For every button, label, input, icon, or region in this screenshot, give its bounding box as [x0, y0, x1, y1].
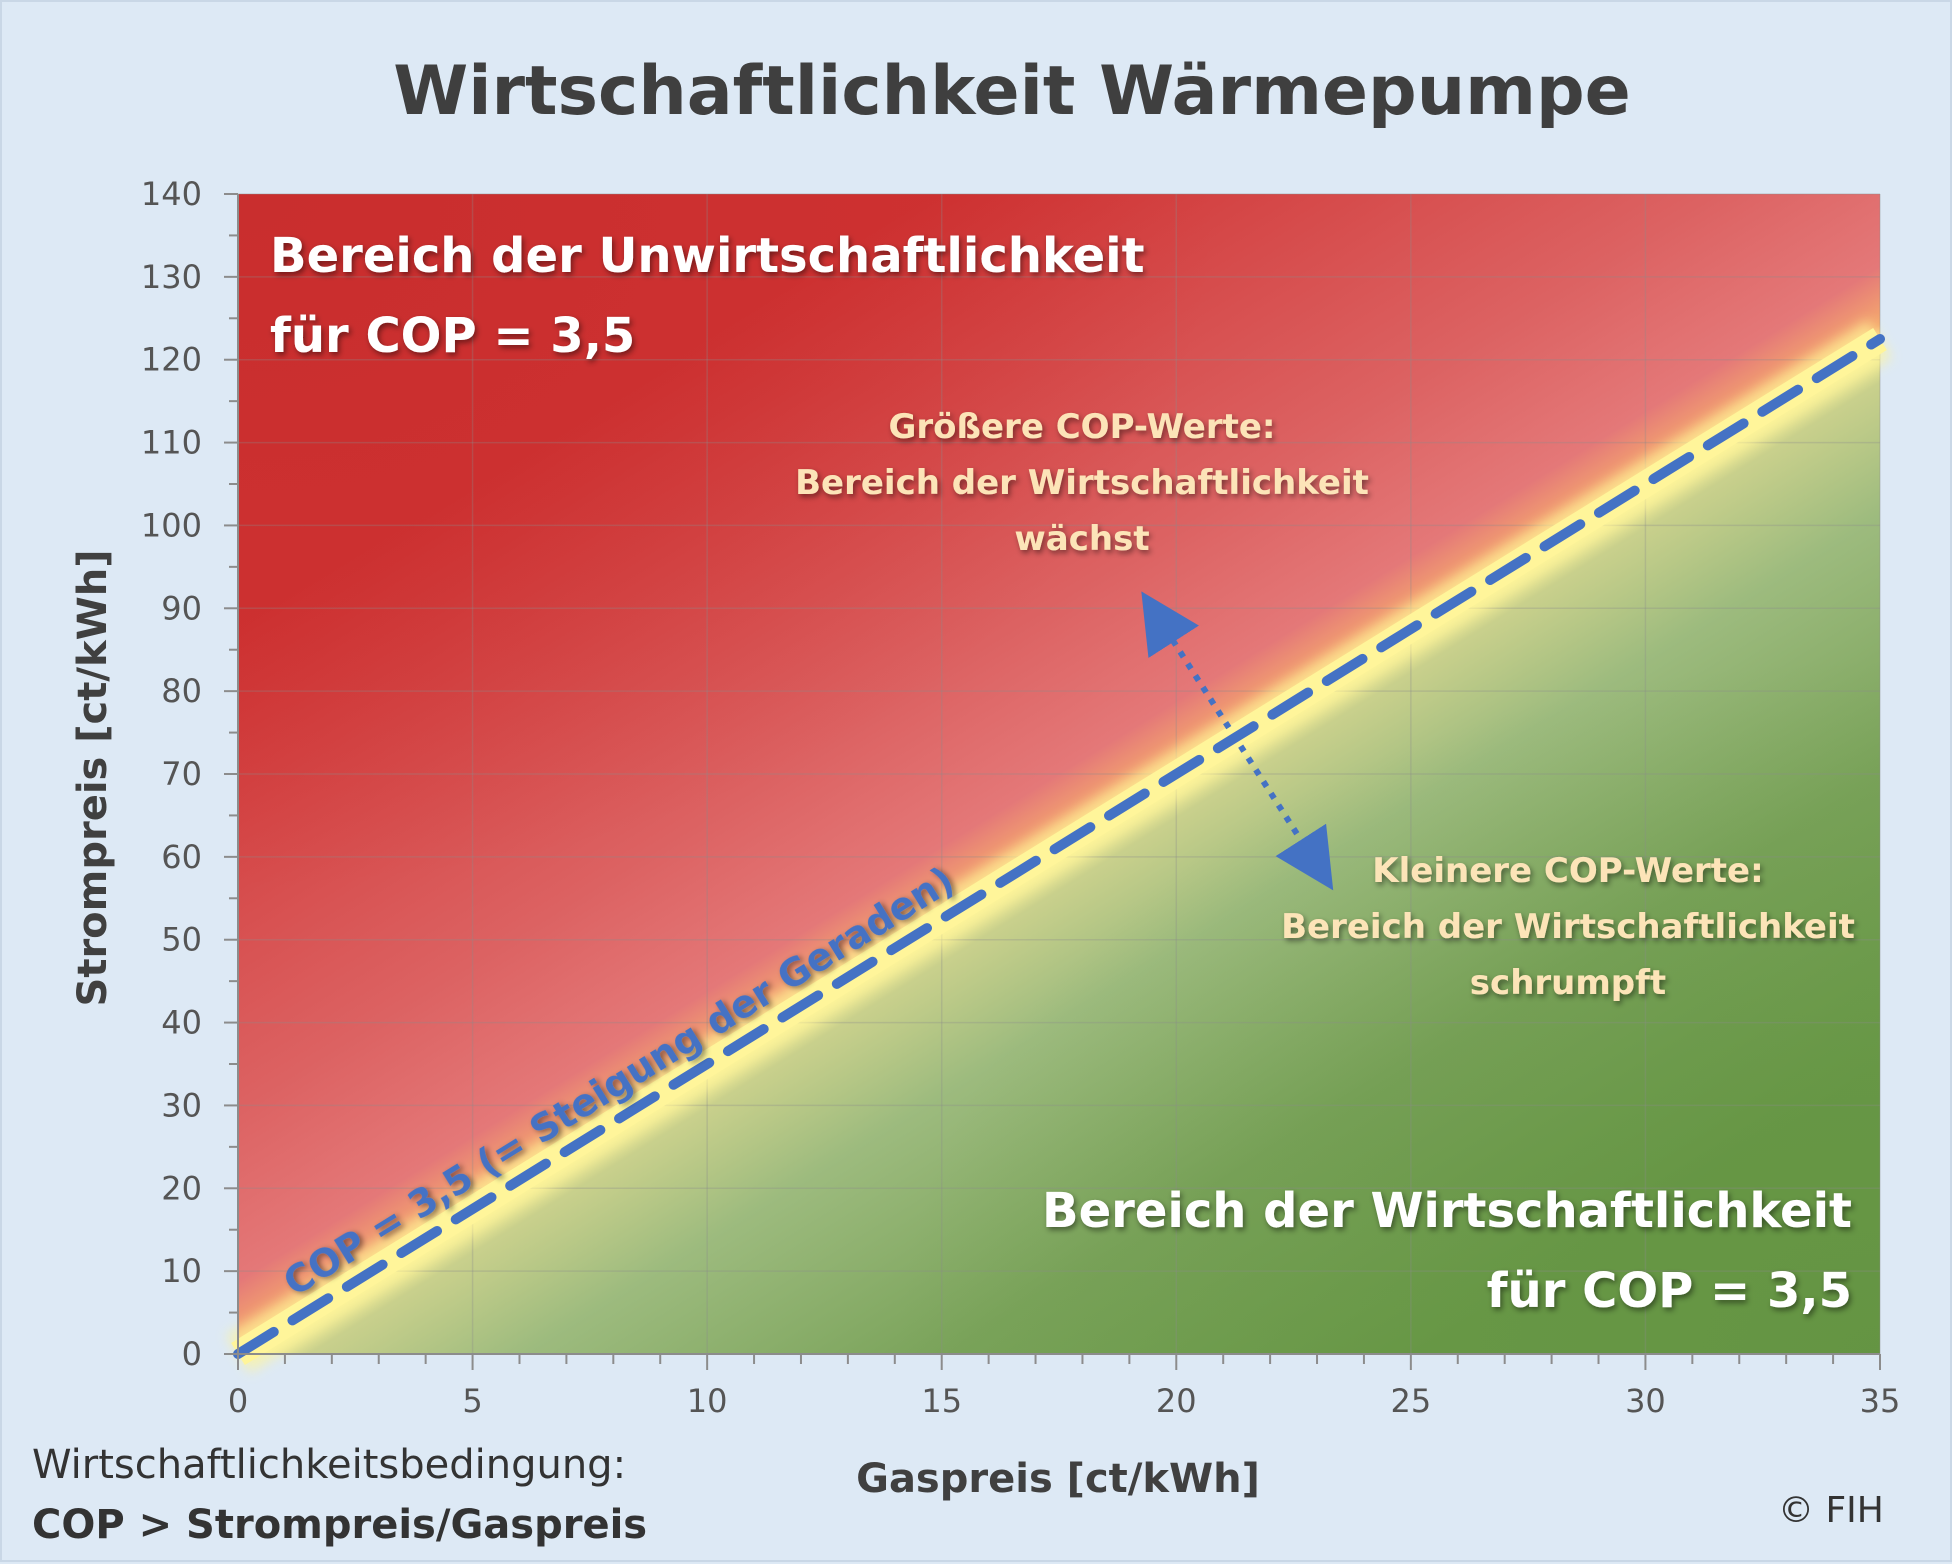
- y-tick-label: 10: [161, 1252, 202, 1290]
- y-tick-label: 100: [141, 506, 202, 544]
- y-tick-label: 20: [161, 1169, 202, 1207]
- x-tick-label: 5: [462, 1382, 482, 1420]
- y-tick-label: 0: [182, 1335, 202, 1373]
- y-tick-label: 60: [161, 838, 202, 876]
- chart-title: Wirtschaftlichkeit Wärmepumpe: [393, 52, 1631, 131]
- x-tick-label: 20: [1156, 1382, 1197, 1420]
- y-tick-label: 90: [161, 589, 202, 627]
- condition-formula: COP > Strompreis/Gaspreis: [32, 1502, 648, 1548]
- cop-larger-text: Größere COP-Werte:: [889, 407, 1276, 447]
- cop-line: [233, 334, 1885, 1359]
- cop-smaller-text: schrumpft: [1470, 963, 1666, 1003]
- y-tick-label: 140: [141, 175, 202, 213]
- cop-larger-text: Bereich der Wirtschaftlichkeit: [795, 463, 1369, 503]
- x-tick-label: 35: [1860, 1382, 1901, 1420]
- x-tick-label: 0: [228, 1382, 248, 1420]
- copyright: © FIH: [1778, 1490, 1884, 1531]
- y-tick-label: 40: [161, 1004, 202, 1042]
- lower-region-label-line2: für COP = 3,5: [1487, 1263, 1852, 1319]
- lower-region-label-line1: Bereich der Wirtschaftlichkeit: [1042, 1183, 1852, 1239]
- x-tick-label: 30: [1625, 1382, 1666, 1420]
- cop-smaller-text: Bereich der Wirtschaftlichkeit: [1281, 907, 1855, 947]
- y-tick-label: 110: [141, 424, 202, 462]
- y-axis-label: Strompreis [ct/kWh]: [70, 550, 116, 1007]
- upper-region-label-line1: Bereich der Unwirtschaftlichkeit: [270, 228, 1145, 284]
- x-tick-label: 15: [921, 1382, 962, 1420]
- x-tick-label: 25: [1390, 1382, 1431, 1420]
- x-tick-label: 10: [687, 1382, 728, 1420]
- x-axis-label: Gaspreis [ct/kWh]: [856, 1456, 1260, 1502]
- y-tick-label: 70: [161, 755, 202, 793]
- condition-label: Wirtschaftlichkeitsbedingung:: [32, 1442, 627, 1488]
- y-tick-label: 30: [161, 1086, 202, 1124]
- y-tick-label: 50: [161, 921, 202, 959]
- y-tick-label: 80: [161, 672, 202, 710]
- upper-region-label-line2: für COP = 3,5: [270, 308, 635, 364]
- cop-smaller-text: Kleinere COP-Werte:: [1372, 851, 1763, 891]
- y-tick-label: 120: [141, 341, 202, 379]
- cop-larger-text: wächst: [1014, 519, 1149, 559]
- y-tick-label: 130: [141, 258, 202, 296]
